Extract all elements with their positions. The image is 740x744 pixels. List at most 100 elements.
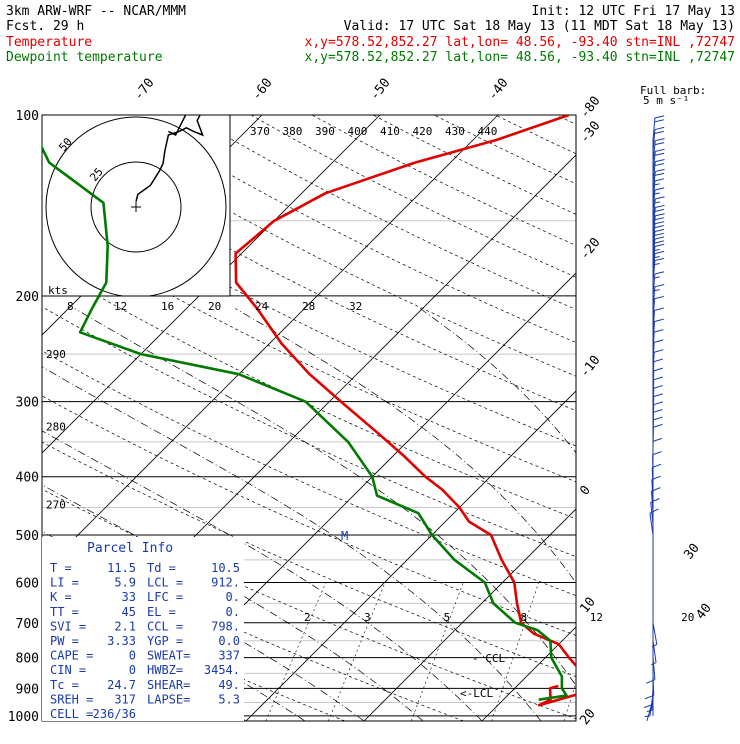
wind-barb [650, 509, 658, 535]
barb-flag [655, 188, 664, 190]
temperature-profile [236, 115, 603, 705]
barb-flag [655, 169, 664, 171]
barb-flag [655, 229, 664, 231]
pressure-label: 100 [16, 109, 39, 124]
dry-adiabat-label: 290 [46, 348, 66, 361]
temperature-location: x,y=578.52,852.27 lat,lon= 48.56, -93.40… [305, 35, 735, 50]
barb-flag [654, 340, 663, 343]
barb-flag [655, 272, 664, 274]
wind-barb [653, 377, 663, 402]
barb-flag [655, 241, 664, 243]
barb-flag [655, 164, 664, 166]
pressure-label: 300 [16, 396, 39, 411]
wind-barb [653, 394, 663, 419]
moist-adiabat-label: 390 [315, 125, 335, 138]
pressure-label: 200 [16, 290, 39, 305]
lcl-marker: <-LCL [460, 687, 493, 700]
wind-barb [653, 409, 662, 434]
pressure-label: 400 [16, 471, 39, 486]
barb-flag [655, 179, 664, 181]
parcel-label: SHEAR= [147, 678, 190, 692]
isotherm-label: -40 [485, 76, 511, 104]
barb-flag [655, 116, 664, 118]
barb-flag [653, 409, 662, 412]
isotherm-label: -80 [577, 94, 603, 122]
parcel-value: 3.33 [107, 634, 136, 648]
moist-adiabat-label: 400 [348, 125, 368, 138]
moist-adiabat-label: 370 [250, 125, 270, 138]
barb-flag [653, 417, 662, 420]
barb-flag [655, 308, 664, 310]
pressure-label: 1000 [8, 710, 39, 725]
ccl-marker: - CCL [472, 652, 505, 665]
parcel-label: YGP = [147, 634, 183, 648]
dewpoint-location: x,y=578.52,852.27 lat,lon= 48.56, -93.40… [305, 50, 735, 65]
valid-time: Valid: 17 UTC Sat 18 May 13 (11 MDT Sat … [344, 19, 735, 34]
moist-adiabat-label: 380 [283, 125, 303, 138]
parcel-row: CELL =236/36 [50, 707, 136, 721]
wind-barbs [644, 116, 665, 721]
moist-adiabat-label: 440 [478, 125, 498, 138]
barb-flag [655, 209, 664, 211]
barb-half-flag [645, 716, 650, 717]
parcel-label: K = [50, 590, 72, 604]
dry-adiabat [434, 115, 740, 721]
dry-adiabat [312, 115, 740, 721]
parcel-info-title: Parcel Info [87, 541, 173, 556]
hodograph-speed-label: 12 [114, 300, 127, 313]
hodograph-speed-label: 28 [302, 300, 315, 313]
parcel-value: 11.5 [107, 561, 136, 575]
barb-flag [655, 226, 664, 228]
pressure-label: 700 [16, 617, 39, 632]
mixing-ratio-line [660, 583, 697, 721]
parcel-value: 33 [122, 590, 136, 604]
parcel-label: LAPSE= [147, 692, 190, 706]
isotherm-label: -70 [131, 76, 157, 104]
hodograph-speed-label: 16 [161, 300, 174, 313]
parcel-label: LI = [50, 576, 79, 590]
dewpoint-legend-label: Dewpoint temperature [6, 50, 163, 65]
forecast-hour: Fcst. 29 h [6, 19, 84, 34]
dry-adiabat [373, 115, 740, 721]
isotherm [718, 115, 740, 721]
parcel-label: HWBZ= [147, 663, 183, 677]
wind-barb [653, 402, 663, 427]
isotherm-label: -10 [577, 353, 603, 381]
parcel-label: Tc = [50, 678, 79, 692]
moist-adiabat-label: 430 [445, 125, 465, 138]
pressure-label: 500 [16, 529, 39, 544]
barb-flag [654, 368, 663, 371]
parcel-label: T = [50, 561, 72, 575]
mixing-ratio-label: 8 [520, 611, 527, 624]
parcel-label: Td = [147, 561, 176, 575]
temperature-legend-label: Temperature [6, 35, 92, 50]
wind-barb [651, 499, 660, 525]
parcel-label: SVI = [50, 619, 86, 633]
barb-flag [653, 438, 662, 441]
barb-flag [654, 350, 663, 353]
barb-flag [655, 233, 664, 235]
isotherm [246, 115, 740, 721]
parcel-value: 5.3 [218, 692, 240, 706]
parcel-value: 0 [129, 663, 136, 677]
wind-barb [653, 438, 662, 463]
barb-flag [654, 394, 663, 397]
dry-adiabat-label: 280 [46, 421, 66, 434]
barb-flag [655, 244, 664, 246]
barb-flag [655, 143, 664, 145]
barb-flag [654, 359, 663, 362]
barb-flag [655, 149, 664, 151]
parcel-value: 0. [226, 605, 240, 619]
barb-key-value: 5 m s⁻¹ [643, 94, 689, 107]
barb-half-flag [655, 257, 660, 258]
parcel-label: LCL = [147, 576, 183, 590]
moist-adiabat-label: 420 [413, 125, 433, 138]
barb-half-flag [655, 290, 660, 291]
barb-flag [655, 153, 664, 155]
barb-flag [653, 424, 662, 427]
barb-flag [655, 218, 664, 220]
parcel-value: 337 [218, 649, 240, 663]
parcel-value: 2.1 [114, 619, 136, 633]
parcel-value: 45 [122, 605, 136, 619]
